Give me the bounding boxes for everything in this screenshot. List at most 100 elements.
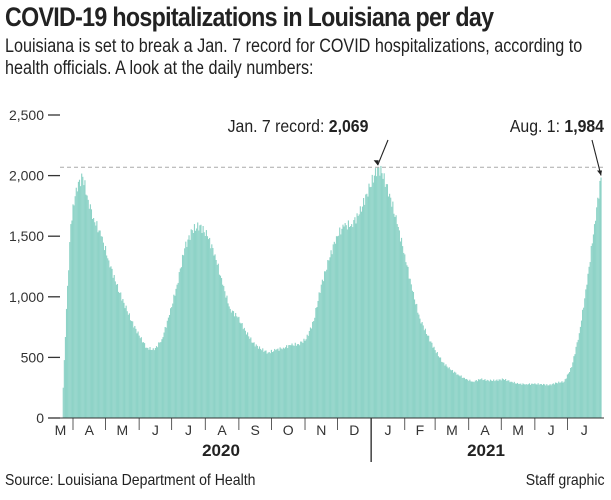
daily-bar	[477, 379, 480, 418]
daily-bar	[117, 291, 120, 418]
daily-bar	[476, 381, 479, 418]
daily-bar	[318, 292, 320, 418]
daily-bar	[372, 182, 374, 418]
daily-bar	[531, 383, 533, 418]
daily-bar	[374, 168, 377, 418]
daily-bar	[166, 320, 168, 418]
daily-bar	[214, 254, 216, 418]
annotation-arrow	[591, 139, 602, 176]
daily-bar	[553, 384, 555, 418]
daily-bar	[314, 317, 316, 418]
daily-bar	[111, 268, 113, 418]
daily-bar	[545, 385, 547, 418]
daily-bar	[566, 374, 568, 418]
daily-bar	[592, 234, 595, 418]
x-month-label: M	[512, 422, 524, 438]
daily-bar	[237, 317, 239, 418]
daily-bar	[71, 220, 73, 418]
daily-bar	[590, 246, 592, 418]
daily-bar	[226, 295, 228, 418]
daily-bar	[284, 347, 287, 418]
daily-bar	[299, 345, 301, 418]
daily-bar	[470, 381, 472, 418]
daily-bar	[379, 175, 381, 418]
year-label-2021: 2021	[467, 441, 505, 460]
daily-bar	[435, 353, 437, 418]
daily-bar	[386, 184, 389, 418]
daily-bar	[462, 377, 464, 418]
daily-bar	[508, 380, 510, 418]
daily-bar	[313, 321, 315, 418]
chart-subtitle: Louisiana is set to break a Jan. 7 recor…	[5, 36, 583, 79]
daily-bar	[97, 232, 99, 418]
daily-bar	[359, 206, 361, 418]
daily-bar	[486, 379, 488, 418]
daily-bar	[257, 348, 259, 418]
daily-bar	[501, 378, 503, 418]
daily-bar	[493, 379, 495, 418]
daily-bar	[549, 384, 551, 418]
daily-bar	[448, 367, 450, 418]
daily-bar	[264, 350, 266, 418]
daily-bar	[424, 328, 426, 418]
daily-bar	[261, 350, 263, 418]
daily-bar	[502, 379, 505, 418]
daily-bar	[138, 335, 140, 418]
daily-bar	[185, 241, 187, 418]
daily-bar	[150, 349, 152, 418]
daily-bar	[574, 354, 576, 418]
daily-bar	[368, 183, 370, 418]
daily-bar	[512, 383, 514, 418]
daily-bar	[519, 383, 521, 418]
daily-bar	[356, 213, 358, 418]
daily-bar	[98, 230, 100, 418]
daily-bar	[600, 177, 602, 418]
daily-bar	[348, 227, 351, 418]
daily-bar	[180, 267, 183, 418]
daily-bar	[292, 345, 294, 418]
daily-bar	[382, 178, 384, 418]
daily-bar	[211, 244, 213, 418]
daily-bar	[291, 343, 293, 418]
daily-bar	[406, 265, 408, 418]
daily-bar	[588, 266, 590, 418]
daily-bar	[369, 187, 371, 418]
daily-bar	[367, 196, 369, 418]
daily-bar	[439, 357, 442, 418]
daily-bar	[357, 215, 359, 418]
daily-bar	[194, 230, 197, 418]
daily-bar	[571, 367, 573, 418]
daily-bar	[546, 384, 548, 418]
daily-bar	[243, 327, 245, 418]
daily-bar	[135, 328, 137, 418]
daily-bar	[410, 284, 412, 418]
daily-bar	[467, 379, 469, 418]
daily-bar	[254, 346, 256, 418]
daily-bar	[509, 382, 511, 418]
daily-bar	[196, 228, 198, 418]
daily-bar	[463, 377, 465, 418]
daily-bar	[431, 342, 433, 418]
daily-bar	[161, 339, 163, 418]
daily-bar	[109, 267, 111, 418]
daily-bar	[446, 366, 448, 418]
daily-bar	[577, 339, 579, 418]
daily-bar	[85, 194, 87, 418]
daily-bar	[249, 338, 251, 418]
daily-bar	[219, 275, 222, 418]
x-month-label: M	[55, 422, 67, 438]
daily-bar	[560, 382, 562, 418]
daily-bar	[567, 373, 570, 418]
annotation-value: 1,984	[564, 116, 604, 136]
daily-bar	[300, 341, 302, 418]
daily-bar	[353, 220, 355, 418]
daily-bar	[93, 218, 95, 418]
daily-bar	[558, 381, 560, 418]
daily-bar	[149, 347, 151, 418]
daily-bar	[316, 307, 318, 418]
daily-bar	[575, 346, 577, 418]
daily-bar	[177, 282, 179, 418]
daily-bar	[384, 186, 386, 418]
daily-bar	[399, 241, 402, 418]
daily-bar	[308, 330, 310, 418]
